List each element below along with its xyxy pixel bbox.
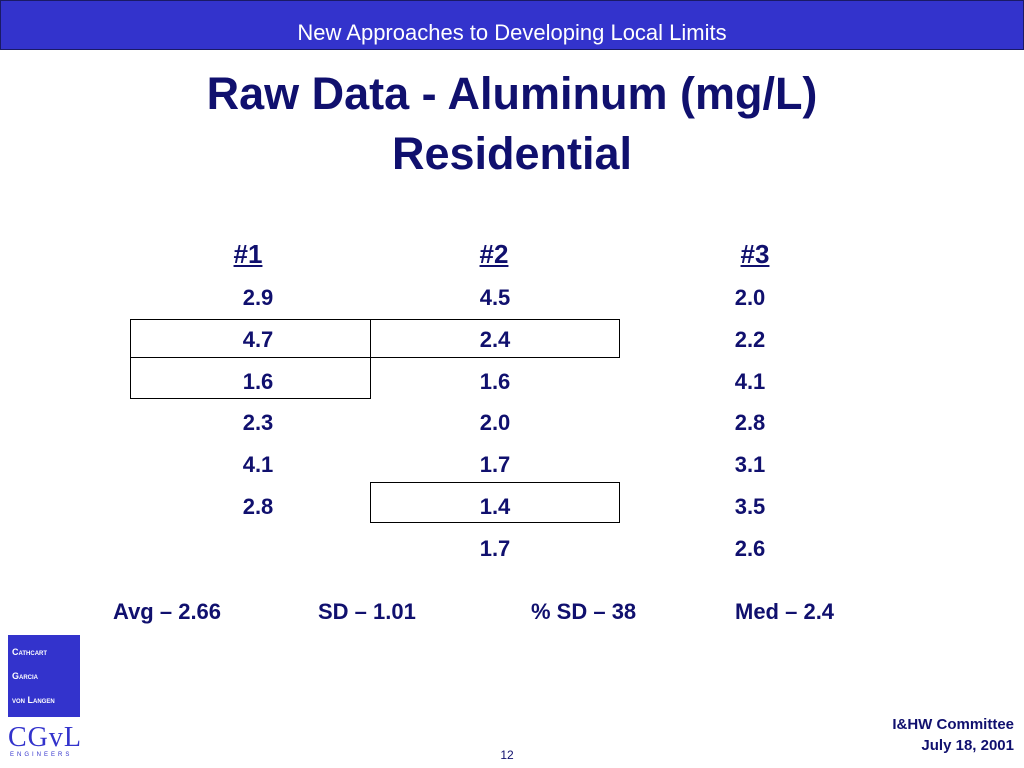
cell-border [370,482,620,523]
column-header: #3 [740,239,770,269]
cell-value: 3.5 [734,494,766,519]
stat: SD – 1.01 [318,599,416,624]
logo-text: Garcia [12,671,38,681]
cell-value: 1.6 [242,368,274,394]
cell-border [370,319,620,358]
cell-value: 2.4 [479,326,511,352]
cell-value: 2.8 [734,410,766,436]
banner-text: New Approaches to Developing Local Limit… [297,20,727,45]
cell-value: 1.4 [479,494,511,519]
cell-value: 1.7 [479,535,511,561]
column-header: #1 [233,239,263,269]
title-line: Residential [391,128,633,179]
cell-value: 4.7 [242,326,274,352]
footer-text: July 18, 2001 [921,737,1014,754]
cell-value: 2.9 [242,285,274,310]
cell-value: 2.8 [242,494,274,519]
title-line: Raw Data - Aluminum (mg/L) [206,68,818,119]
logo-box [8,635,80,717]
cell-border [130,357,371,399]
logo-sub: ENGINEERS [10,752,73,758]
cell-value: 1.6 [479,368,511,394]
cell-value: 2.6 [734,535,766,561]
column-header: #2 [479,239,509,269]
stat: Med – 2.4 [735,599,835,624]
cell-value: 4.1 [242,452,274,478]
cell-value: 2.0 [734,285,766,310]
footer-text: I&HW Committee [892,716,1014,733]
cell-value: 3.1 [734,452,766,478]
stat: % SD – 38 [531,599,637,624]
cell-value: 1.7 [479,452,511,478]
logo-text: Cathcart [12,647,48,657]
cell-value: 2.2 [734,326,766,352]
cell-value: 2.3 [242,410,274,436]
page-number: 12 [500,748,514,762]
cell-value: 4.5 [479,285,511,310]
logo-mark: CGvL [8,722,82,753]
banner-bar [0,0,1024,50]
cell-value: 4.1 [734,368,766,394]
stat: Avg – 2.66 [113,599,222,624]
logo-text: von Langen [12,695,55,705]
cell-value: 2.0 [479,410,511,436]
